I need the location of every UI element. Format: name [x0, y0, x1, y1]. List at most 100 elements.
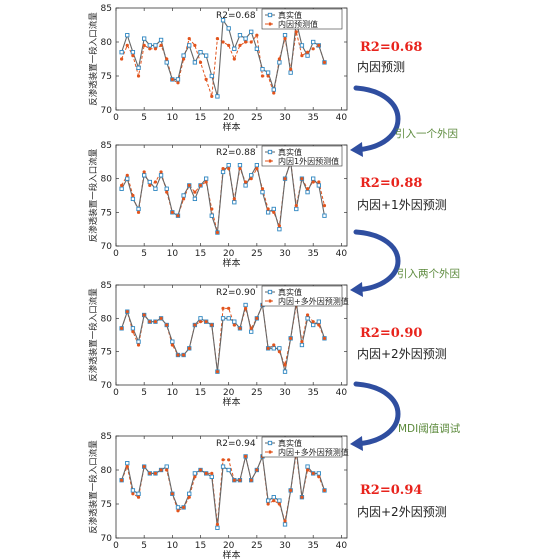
side-r2-label: R2=0.68: [360, 40, 423, 55]
pred-point: [120, 326, 124, 330]
true-point: [153, 186, 158, 191]
x-tick-label: 10: [167, 541, 179, 551]
pred-point: [176, 81, 180, 85]
pred-point: [227, 306, 231, 310]
pred-point: [148, 471, 152, 475]
pred-point: [277, 350, 281, 354]
side-description: 内因+1外因预测: [357, 198, 447, 212]
y-tick-label: 80: [101, 314, 113, 324]
y-tick-label: 80: [101, 175, 113, 185]
pred-point: [300, 54, 304, 58]
true-point: [305, 53, 310, 58]
pred-point: [170, 210, 174, 214]
true-point: [265, 70, 271, 75]
true-point: [260, 67, 265, 72]
true-point: [243, 36, 248, 41]
pred-point: [300, 177, 304, 181]
pred-point: [187, 346, 191, 350]
true-point: [136, 65, 141, 70]
true-point: [198, 316, 203, 321]
pred-point: [170, 343, 174, 347]
pred-point: [193, 323, 197, 327]
pred-point: [125, 43, 129, 48]
pred-point: [289, 336, 293, 340]
pred-point: [311, 47, 315, 51]
true-point: [254, 46, 260, 51]
true-point: [243, 183, 248, 188]
true-point: [142, 173, 147, 178]
pred-point: [125, 465, 129, 469]
pred-point: [311, 180, 315, 184]
arrow-head: [350, 282, 363, 297]
pred-point: [227, 458, 231, 462]
y-tick-label: 70: [101, 242, 113, 252]
pred-point: [272, 499, 276, 503]
pred-point: [165, 190, 169, 194]
legend-marker-pred: [268, 22, 272, 26]
pred-point: [125, 310, 129, 314]
true-point: [153, 43, 158, 48]
pred-point: [182, 197, 186, 201]
x-tick-label: 30: [279, 388, 291, 398]
pred-point: [283, 37, 287, 41]
pred-point: [182, 353, 186, 357]
true-point: [130, 196, 136, 202]
transition-arrow: [350, 381, 401, 451]
pred-point: [148, 47, 152, 51]
x-tick-label: 35: [307, 249, 318, 259]
true-point: [164, 464, 169, 469]
true-point: [249, 329, 254, 334]
pred-point: [317, 43, 321, 48]
x-tick-label: 40: [336, 541, 348, 551]
true-point: [232, 46, 237, 51]
true-point: [130, 326, 136, 331]
true-point: [209, 73, 214, 79]
true-point: [209, 213, 214, 218]
pred-point: [305, 187, 310, 191]
pred-point: [283, 363, 287, 367]
pred-point: [277, 224, 281, 228]
pred-point: [243, 454, 248, 458]
x-axis-label: 样本: [222, 549, 240, 560]
pred-point: [243, 180, 248, 184]
y-axis-label: 反渗透装置一段入口流量: [88, 440, 99, 534]
pred-point: [283, 519, 287, 523]
x-tick-label: 30: [279, 249, 291, 259]
pred-point: [182, 505, 186, 509]
pred-point: [198, 468, 203, 472]
pred-point: [142, 313, 146, 317]
true-point: [125, 461, 130, 466]
pred-point: [153, 471, 158, 475]
legend-label-true: 真实值: [278, 147, 302, 157]
pred-point: [165, 323, 169, 327]
x-tick-label: 35: [307, 113, 318, 123]
side-description: 内因+2外因预测: [357, 347, 447, 361]
pred-point: [215, 230, 220, 235]
true-point: [220, 464, 226, 469]
true-point: [147, 179, 152, 185]
legend-box: [261, 285, 343, 307]
pred-point: [238, 166, 242, 171]
y-axis-label: 反渗透装置一段入口流量: [88, 12, 99, 106]
true-point: [125, 176, 130, 181]
pred-point: [142, 170, 146, 174]
chart-panel: 0 5 10 15 20 25 30 35 40 70 75 80 85 样本 反渗透装置一段入口流量 R2=…: [88, 432, 349, 560]
y-tick-label: 80: [101, 466, 113, 476]
side-description: 内因预测: [357, 60, 406, 74]
pred-point: [238, 43, 242, 48]
arrow-curve: [353, 381, 401, 447]
y-tick-label: 75: [101, 72, 112, 82]
pred-point: [136, 343, 141, 347]
pred-point: [198, 320, 203, 324]
true-point: [142, 36, 147, 41]
r2-inline-label: R2=0.90: [216, 288, 256, 298]
x-tick-label: 25: [251, 541, 262, 551]
x-tick-label: 20: [223, 541, 235, 551]
true-point: [175, 77, 181, 82]
true-point: [192, 471, 198, 476]
x-tick-label: 0: [113, 249, 119, 259]
y-tick-label: 85: [101, 432, 112, 442]
legend-label-true: 真实值: [278, 438, 302, 448]
